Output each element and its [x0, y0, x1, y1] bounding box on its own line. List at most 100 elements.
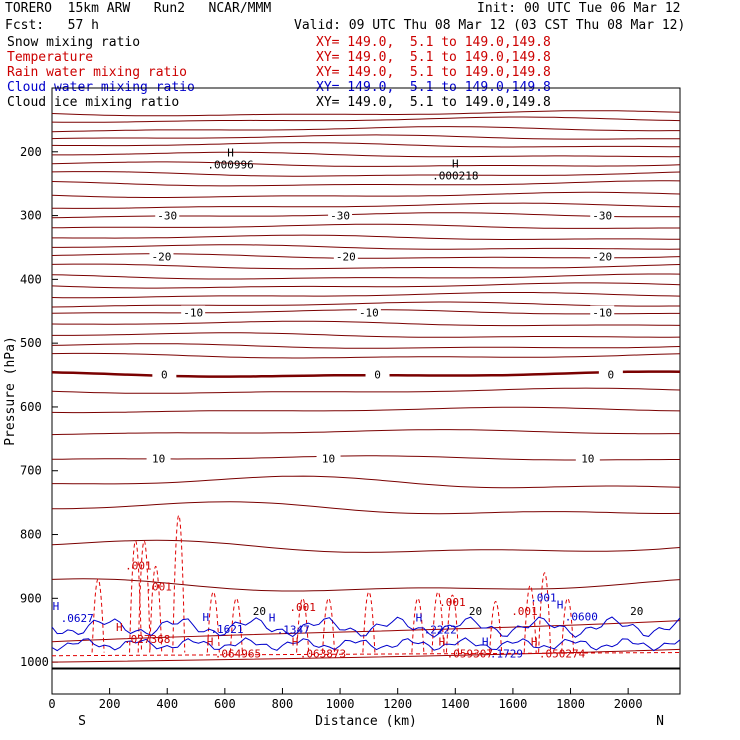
rain-contour: [445, 594, 459, 653]
y-tick-label: 500: [20, 336, 42, 350]
rain-contour: [129, 540, 143, 653]
isotherm-label: 10: [581, 453, 594, 466]
rain-max-marker: H: [292, 636, 299, 649]
isotherm: [51, 126, 680, 133]
isotherm: [51, 292, 681, 299]
isotherm: [52, 501, 681, 515]
forecast-hour: Fcst: 57 h: [5, 18, 99, 33]
isotherm-label: -30: [592, 210, 612, 223]
rain-contour: [137, 540, 151, 653]
isotherm: [51, 282, 681, 289]
surface-isotherm: [51, 620, 681, 643]
isotherm: [52, 244, 681, 250]
x-tick-label: 2000: [614, 697, 643, 711]
legend-temperature-xy: XY= 149.0, 5.1 to 149.0,149.8: [316, 50, 551, 65]
isotherm: [51, 171, 681, 177]
isotherm-label-bg: [575, 451, 600, 464]
isotherm-label-bg: [624, 604, 649, 617]
isotherm: [52, 234, 681, 240]
isotherm-label-bg: [146, 451, 171, 464]
rain-contour: [322, 597, 336, 653]
isotherm: [51, 161, 681, 167]
isotherm: [51, 578, 681, 592]
y-axis-label: Pressure (hPa): [3, 336, 18, 446]
rain-contour: [489, 601, 503, 653]
x-tick-label: 1800: [556, 697, 585, 711]
isotherm: [51, 142, 681, 148]
legend-cloud-water: Cloud water mixing ratio: [7, 80, 195, 95]
isotherm: [52, 332, 681, 338]
x-tick-label: 400: [156, 697, 178, 711]
isotherm-label-bg: [152, 367, 177, 380]
rain-contour: [411, 597, 425, 653]
isotherm-label-bg: [590, 208, 615, 221]
isotherm-label-bg: [149, 249, 174, 262]
cloud-water-max-value: .0627: [61, 612, 94, 625]
cloud-water-max-marker: H: [557, 599, 564, 612]
x-tick-label: 1600: [498, 697, 527, 711]
x-tick-label: 200: [99, 697, 121, 711]
x-tick-label: 600: [214, 697, 236, 711]
cloud-water-max-marker: H: [482, 636, 489, 649]
x-tick-label: 0: [48, 697, 55, 711]
rain-contour: [149, 565, 163, 653]
cloud-water-contour: [51, 637, 681, 652]
rain-contour: [91, 578, 105, 653]
cloud-water-max-value: .2222: [424, 623, 457, 636]
cloud-water-max-value: .0600: [565, 611, 598, 624]
isotherm-label: 0: [608, 368, 615, 381]
rain-contour: [431, 591, 445, 653]
cloud-water-max-value: .001: [530, 592, 557, 605]
snow-max-value: .000218: [432, 170, 478, 183]
isotherm-label: 10: [322, 453, 335, 466]
x-axis-label: Distance (km): [315, 714, 417, 729]
legend-snow-name: Snow mixing ratio: [7, 35, 141, 50]
y-tick-label: 300: [20, 209, 42, 223]
isotherm: [51, 253, 681, 259]
isotherm: [51, 212, 680, 219]
isotherm-label: 0: [374, 368, 381, 381]
legend-cloud-ice: Cloud ice mixing ratio: [7, 95, 180, 110]
rain-max-value: .027368: [124, 633, 170, 646]
y-tick-label: 400: [20, 272, 42, 286]
rain-max-value: .059307: [447, 648, 493, 661]
rain-contour: [561, 597, 575, 653]
isotherm-label-bg: [328, 208, 353, 221]
isotherm: [51, 309, 680, 315]
isotherm-label: 20: [253, 605, 266, 618]
isotherm: [51, 263, 681, 270]
cloud-water-max-marker: H: [53, 600, 60, 613]
isotherm-label-bg: [155, 208, 180, 221]
rain-contour: [523, 585, 537, 653]
isotherm: [51, 273, 681, 280]
isotherm-label: -10: [359, 307, 379, 320]
rain-label: .001: [145, 581, 172, 594]
isotherm: [51, 110, 681, 117]
isotherm-label: 10: [152, 453, 165, 466]
isotherm: [51, 116, 681, 123]
isotherm: [51, 387, 681, 394]
legend-rain: Rain water mixing ratio: [7, 65, 188, 80]
rain-max-value: .064965: [215, 648, 261, 661]
isotherm-label-bg: [590, 305, 615, 318]
isotherm-label-bg: [181, 305, 206, 318]
rain-max-marker: H: [531, 636, 538, 649]
isotherm: [51, 191, 681, 198]
isotherm-label-bg: [590, 249, 615, 262]
isotherm-label-bg: [333, 249, 358, 262]
isotherm-label: -20: [592, 250, 612, 263]
y-tick-label: 600: [20, 400, 42, 414]
y-tick-label: 800: [20, 528, 42, 542]
rain-max-marker: H: [116, 621, 123, 634]
snow-max-value: .000996: [207, 158, 253, 171]
rain-contour: [362, 591, 376, 653]
cloud-water-max-marker: H: [416, 611, 423, 624]
rain-max-value: .050274: [539, 648, 586, 661]
isotherm-label: -30: [330, 210, 350, 223]
isotherm-label-bg: [247, 604, 272, 617]
isotherm-label: -20: [336, 250, 356, 263]
isotherm-label-bg: [463, 604, 488, 617]
rain-contour: [206, 591, 220, 653]
isotherm-label: 0: [161, 368, 168, 381]
